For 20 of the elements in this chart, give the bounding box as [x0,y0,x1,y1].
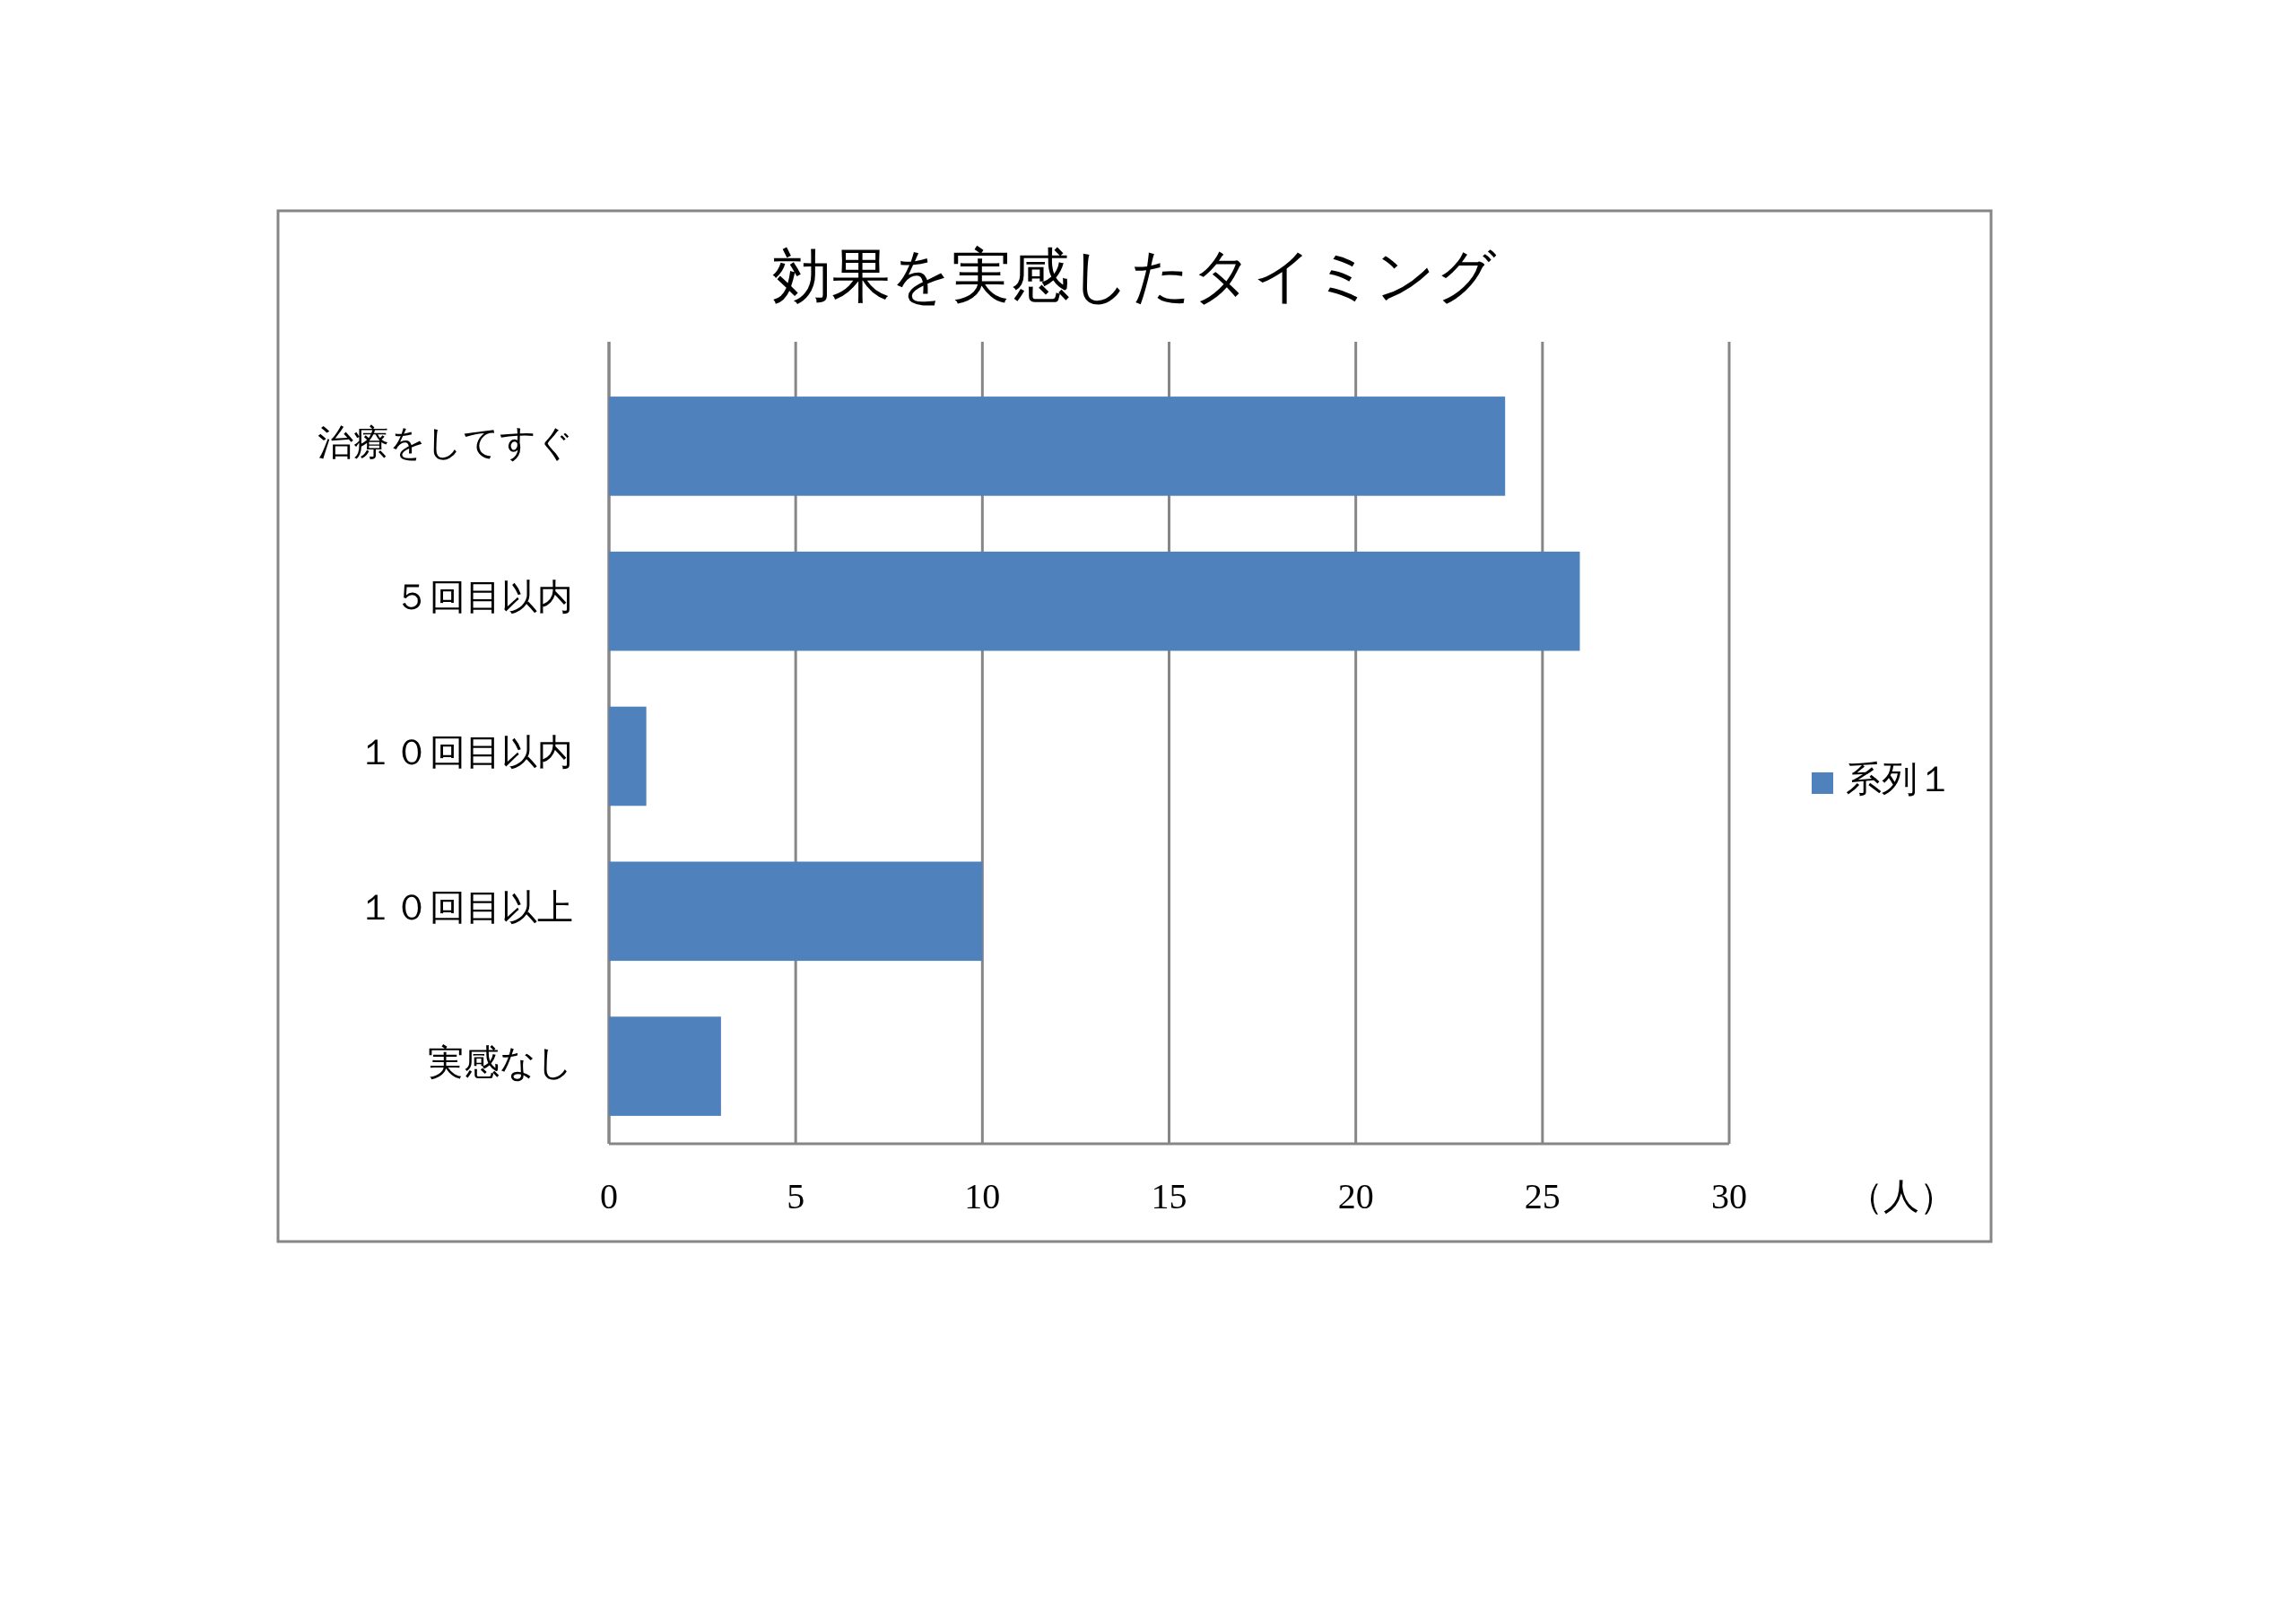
x-tick-label: 10 [964,1176,1001,1216]
y-tick-label: １０回目以内 [358,732,573,773]
y-tick-label: 実感なし [428,1041,573,1083]
legend-label: 系列１ [1846,759,1953,800]
bar [609,397,1506,496]
x-tick-label: 20 [1337,1176,1374,1216]
bar [609,706,647,806]
chart-title: 効果を実感したタイミング [772,243,1497,309]
x-tick-label: 0 [600,1176,618,1216]
x-tick-label: 30 [1711,1176,1747,1216]
y-tick-label: ５回目以内 [394,577,573,618]
bar [609,1016,721,1116]
x-axis-title: （人） [1848,1176,1955,1216]
bar [609,861,983,962]
x-tick-label: 25 [1524,1176,1561,1216]
bar [609,551,1580,651]
y-tick-label: 治療をしてすぐ [317,422,573,463]
y-tick-label: １０回目以上 [358,886,573,928]
x-tick-label: 15 [1151,1176,1187,1216]
x-tick-label: 5 [787,1176,805,1216]
